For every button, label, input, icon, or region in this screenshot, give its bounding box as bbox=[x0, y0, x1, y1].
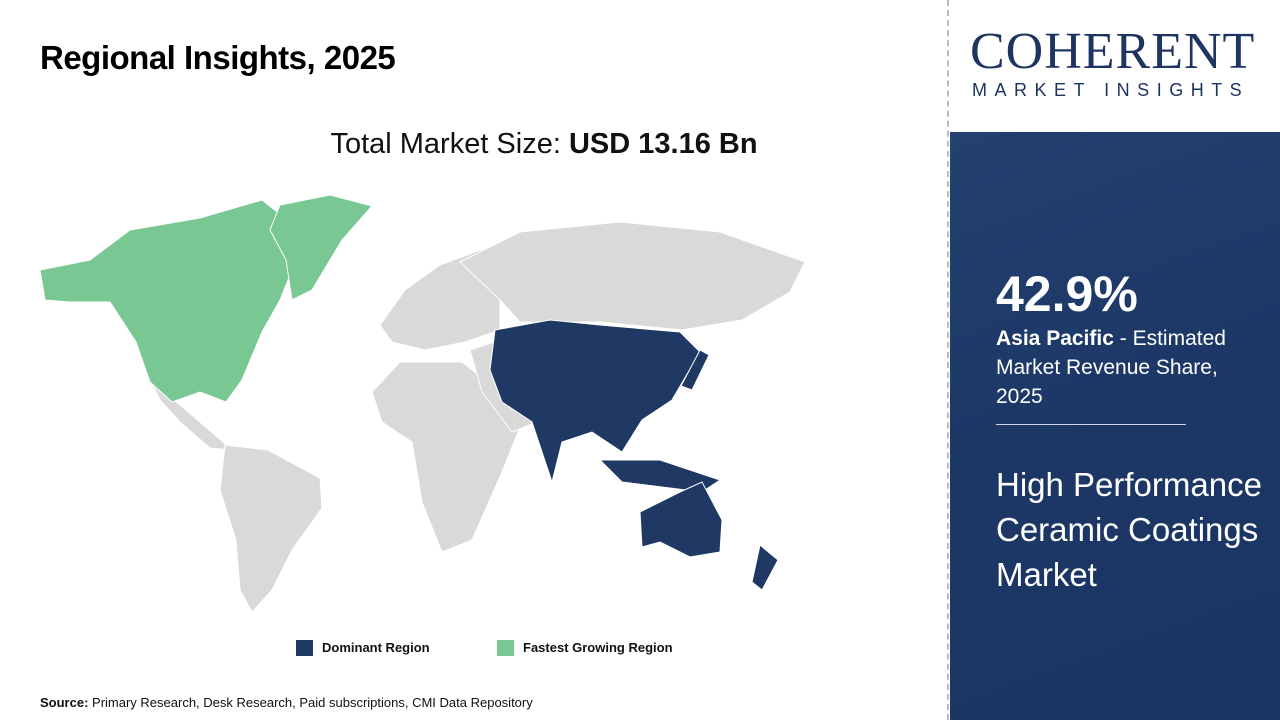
region-russia bbox=[459, 221, 806, 331]
total-market-size: Total Market Size: USD 13.16 Bn bbox=[0, 126, 948, 162]
total-label: Total Market Size: bbox=[330, 128, 561, 160]
region-north-america bbox=[39, 199, 301, 403]
source-text: Primary Research, Desk Research, Paid su… bbox=[92, 695, 533, 710]
logo-wordmark: COHERENT bbox=[970, 23, 1256, 80]
legend-swatch-fastest bbox=[497, 640, 514, 656]
logo-tagline: MARKET INSIGHTS bbox=[972, 80, 1250, 100]
source-note: Source: Primary Research, Desk Research,… bbox=[40, 695, 533, 711]
company-logo: COHERENT MARKET INSIGHTS bbox=[950, 0, 1280, 132]
region-south-america bbox=[219, 444, 323, 613]
region-new-zealand bbox=[751, 544, 779, 591]
share-value: 42.9% bbox=[996, 266, 1138, 322]
region-name: Asia Pacific bbox=[996, 327, 1114, 350]
share-description: Asia Pacific - Estimated Market Revenue … bbox=[996, 324, 1256, 411]
region-southeast-asia-islands bbox=[598, 459, 722, 493]
region-japan bbox=[680, 349, 710, 391]
divider bbox=[947, 0, 949, 720]
total-value: USD 13.16 Bn bbox=[568, 128, 758, 160]
legend-label: Fastest Growing Region bbox=[523, 640, 673, 655]
world-map bbox=[39, 194, 806, 613]
region-asia-pacific bbox=[489, 319, 701, 484]
insight-panel: 42.9% Asia Pacific - Estimated Market Re… bbox=[950, 132, 1280, 720]
legend-label: Dominant Region bbox=[322, 640, 430, 655]
region-greenland bbox=[269, 194, 373, 301]
source-label: Source: bbox=[40, 695, 89, 710]
share-desc-text: - Estimated Market Revenue Share, 2025 bbox=[996, 327, 1226, 408]
region-australia bbox=[639, 481, 723, 558]
legend-fastest: Fastest Growing Region bbox=[497, 640, 673, 656]
panel-divider bbox=[996, 424, 1186, 425]
region-africa bbox=[371, 361, 523, 553]
page-title: Regional Insights, 2025 bbox=[40, 39, 396, 76]
legend-dominant: Dominant Region bbox=[296, 640, 430, 656]
market-name: High Performance Ceramic Coatings Market bbox=[996, 466, 1262, 593]
legend-swatch-dominant bbox=[296, 640, 313, 656]
